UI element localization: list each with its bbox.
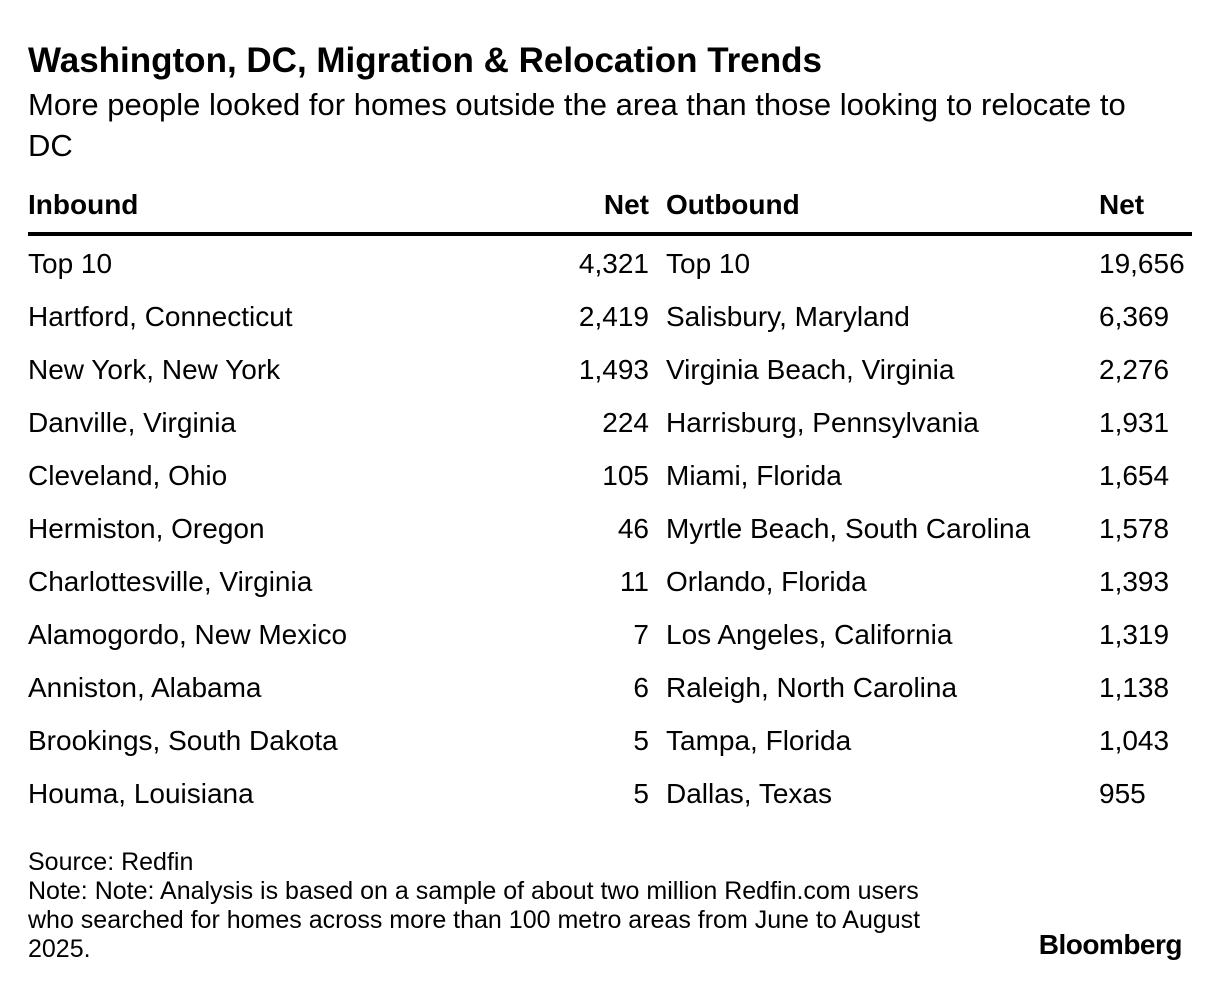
inbound-location: Charlottesville, Virginia: [28, 566, 313, 597]
inbound-location: Houma, Louisiana: [28, 778, 254, 809]
inbound-location: Brookings, South Dakota: [28, 725, 338, 756]
table-header: Inbound Net Outbound Net: [28, 182, 1192, 236]
inbound-location: Danville, Virginia: [28, 407, 237, 438]
inbound-net-value: 11: [619, 566, 649, 597]
header-inbound-net: Net: [603, 189, 649, 220]
inbound-location: Anniston, Alabama: [28, 672, 262, 703]
outbound-location: Virginia Beach, Virginia: [666, 354, 955, 385]
inbound-location: Hermiston, Oregon: [28, 513, 265, 544]
outbound-net-value: 2,276: [1099, 354, 1170, 385]
inbound-net-value: 2,419: [578, 301, 649, 332]
methodology-note: Note: Note: Analysis is based on a sampl…: [28, 877, 921, 963]
outbound-net-value: 1,319: [1099, 619, 1170, 650]
outbound-location: Los Angeles, California: [666, 619, 953, 650]
migration-table: Inbound Net Outbound Net Top 10 4,321 Top …: [28, 182, 1192, 821]
table-row: Top 10 4,321 Top 10 19,656: [28, 238, 1192, 291]
outbound-net-value: 1,043: [1099, 725, 1170, 756]
inbound-net-value: 224: [602, 407, 649, 438]
inbound-net-value: 6: [633, 672, 649, 703]
outbound-location: Tampa, Florida: [666, 725, 852, 756]
table-row: Anniston, Alabama 6 Raleigh, North Carolin…: [28, 662, 1192, 715]
table-row: Alamogordo, New Mexico 7 Los Angeles, Cali…: [28, 609, 1192, 662]
table-row: Hartford, Connecticut 2,419 Salisbury, Mar…: [28, 291, 1192, 344]
table-row: New York, New York 1,493 Virginia Beach, V…: [28, 344, 1192, 397]
table-body: Top 10 4,321 Top 10 19,656 Hartford, Connect…: [28, 236, 1192, 821]
bloomberg-logo: Bloomberg: [1038, 929, 1183, 960]
outbound-net-value: 1,393: [1099, 566, 1170, 597]
inbound-location: Cleveland, Ohio: [28, 460, 228, 491]
outbound-net-value: 1,931: [1099, 407, 1170, 438]
table-row: Danville, Virginia 224 Harrisburg, Pennsyl…: [28, 397, 1192, 450]
table-row: Hermiston, Oregon 46 Myrtle Beach, South C…: [28, 503, 1192, 556]
outbound-net-value: 6,369: [1099, 301, 1170, 332]
header-inbound: Inbound: [28, 189, 139, 220]
outbound-location: Miami, Florida: [666, 460, 842, 491]
inbound-net-value: 105: [602, 460, 649, 491]
outbound-net-value: 1,578: [1099, 513, 1170, 544]
outbound-location: Salisbury, Maryland: [666, 301, 910, 332]
inbound-location: New York, New York: [28, 354, 281, 385]
inbound-net-value: 5: [633, 725, 649, 756]
outbound-net-value: 955: [1099, 778, 1146, 809]
chart-title: Washington, DC, Migration & Relocation T…: [28, 41, 822, 80]
inbound-location: Hartford, Connecticut: [28, 301, 293, 332]
outbound-net-value: 1,138: [1099, 672, 1170, 703]
inbound-net-value: 46: [617, 513, 649, 544]
table-row: Brookings, South Dakota 5 Tampa, Florida 1,…: [28, 715, 1192, 768]
inbound-location: Top 10: [28, 248, 113, 279]
inbound-net-value: 5: [633, 778, 649, 809]
inbound-net-value: 1,493: [578, 354, 649, 385]
outbound-net-value: 19,656: [1099, 248, 1185, 279]
outbound-location: Myrtle Beach, South Carolina: [666, 513, 1031, 544]
outbound-location: Harrisburg, Pennsylvania: [666, 407, 979, 438]
table-row: Cleveland, Ohio 105 Miami, Florida 1,654: [28, 450, 1192, 503]
chart-subtitle: More people looked for homes outside the…: [28, 87, 1126, 163]
inbound-net-value: 4,321: [578, 248, 649, 279]
inbound-net-value: 7: [633, 619, 649, 650]
header-outbound: Outbound: [666, 189, 800, 220]
outbound-location: Top 10: [666, 248, 751, 279]
header-outbound-net: Net: [1099, 189, 1145, 220]
source-note: Source: Redfin: [28, 848, 194, 876]
chart-footer: Source: Redfin Note: Note: Analysis is b…: [28, 848, 958, 964]
outbound-location: Orlando, Florida: [666, 566, 867, 597]
outbound-location: Dallas, Texas: [666, 778, 833, 809]
table-row: Houma, Louisiana 5 Dallas, Texas 955: [28, 768, 1192, 821]
inbound-location: Alamogordo, New Mexico: [28, 619, 348, 650]
outbound-net-value: 1,654: [1099, 460, 1170, 491]
table-row: Charlottesville, Virginia 11 Orlando, Flor…: [28, 556, 1192, 609]
outbound-location: Raleigh, North Carolina: [666, 672, 958, 703]
